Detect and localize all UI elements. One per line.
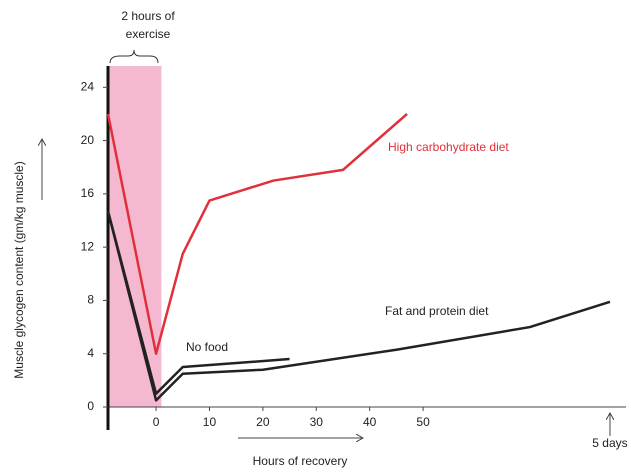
x-tick-label: 10 [203,415,217,429]
x-axis-label: Hours of recovery [253,454,348,468]
y-tick-label: 16 [81,186,95,200]
annotation-line: 2 hours of [121,9,175,23]
series-line [106,113,408,355]
x-tick-label: 50 [416,415,430,429]
shaded-region [108,66,162,407]
y-tick-label: 0 [87,399,94,413]
annotation-line: exercise [126,27,171,41]
y-axis-label: Muscle glycogen content (gm/kg muscle) [12,161,26,378]
x-tick-label: 20 [256,415,270,429]
y-tick-label: 8 [87,293,94,307]
series-label: No food [186,340,228,354]
x-tick-label: 5 days [592,436,627,450]
y-tick-label: 20 [81,133,95,147]
x-tick-label: 30 [310,415,324,429]
series-label: High carbohydrate diet [388,140,509,154]
series-line [106,210,611,402]
brace [109,49,159,64]
y-tick-label: 4 [87,346,94,360]
y-tick-label: 12 [81,239,95,253]
x-tick-label: 40 [363,415,377,429]
series-label: Fat and protein diet [385,304,489,318]
x-tick-label: 0 [153,415,160,429]
y-tick-label: 24 [81,79,95,93]
